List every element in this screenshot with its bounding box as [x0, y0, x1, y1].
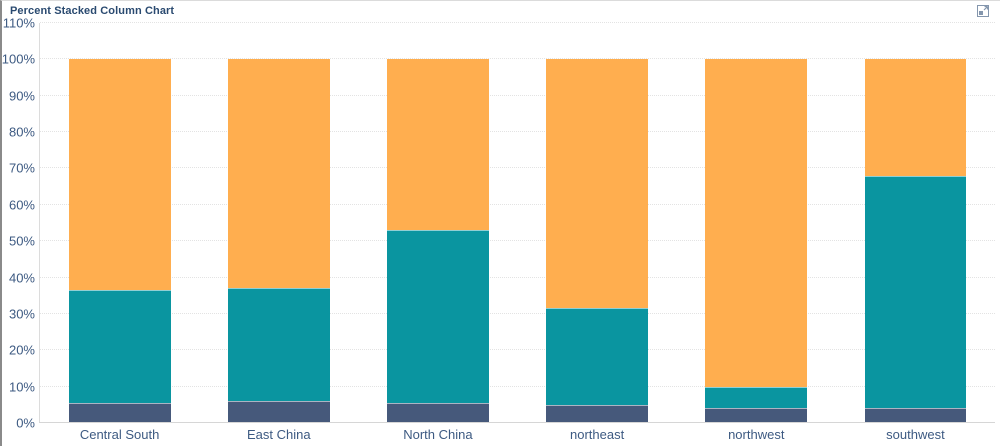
- y-axis-line: [39, 23, 40, 423]
- middle-teal-segment[interactable]: [864, 175, 967, 409]
- top-orange-segment[interactable]: [705, 59, 808, 387]
- bottom-navy-segment[interactable]: [68, 402, 171, 423]
- middle-teal-segment[interactable]: [705, 386, 808, 409]
- gridline: [40, 276, 995, 278]
- gridline: [40, 94, 995, 96]
- x-category-label: northwest: [728, 427, 785, 442]
- gridline: [40, 240, 995, 242]
- y-tick-label: 40%: [8, 270, 35, 286]
- gridline: [40, 203, 995, 205]
- bar-slot: northeast: [518, 23, 677, 442]
- bar-slot: North China: [358, 23, 517, 442]
- top-orange-segment[interactable]: [546, 59, 649, 309]
- y-tick-label: 30%: [8, 306, 35, 322]
- stacked-bar: [68, 59, 171, 423]
- gridline: [40, 22, 995, 23]
- top-orange-segment[interactable]: [68, 59, 171, 291]
- stacked-bar: [386, 59, 489, 423]
- top-orange-segment[interactable]: [227, 59, 330, 289]
- y-tick-label: 90%: [8, 88, 35, 104]
- middle-teal-segment[interactable]: [386, 230, 489, 403]
- x-category-label: East China: [246, 427, 311, 442]
- y-tick-label: 0%: [16, 415, 35, 431]
- x-category-label: North China: [403, 427, 473, 442]
- gridline: [40, 58, 995, 60]
- bar-slot: Central South: [40, 23, 199, 442]
- y-tick-label: 10%: [8, 379, 35, 395]
- stacked-bar: [705, 59, 808, 423]
- middle-teal-segment[interactable]: [68, 290, 171, 403]
- chart-title: Percent Stacked Column Chart: [10, 5, 175, 17]
- x-category-label: southwest: [886, 427, 945, 442]
- x-category-label: northeast: [570, 427, 625, 442]
- bottom-navy-segment[interactable]: [546, 404, 649, 423]
- bottom-navy-segment[interactable]: [864, 408, 967, 423]
- bottom-navy-segment[interactable]: [227, 401, 330, 423]
- y-tick-label: 80%: [8, 124, 35, 140]
- x-axis-line: [39, 422, 995, 423]
- gridline: [40, 385, 995, 387]
- y-tick-label: 70%: [8, 160, 35, 176]
- stacked-bar: [227, 59, 330, 423]
- y-tick-label: 20%: [8, 342, 35, 358]
- gridline: [40, 349, 995, 351]
- middle-teal-segment[interactable]: [546, 308, 649, 405]
- top-orange-segment[interactable]: [864, 59, 967, 176]
- y-tick-label: 60%: [8, 197, 35, 213]
- plot-area: 0% 10% 20% 30% 40% 50% 60% 70% 80% 90% 100% 110% Ce…: [2, 16, 995, 442]
- bars-layer: Central South East China North China northe…: [40, 23, 995, 442]
- top-orange-segment[interactable]: [386, 59, 489, 231]
- gridline: [40, 167, 995, 169]
- bar-slot: East China: [199, 23, 358, 442]
- expand-button[interactable]: [976, 4, 990, 18]
- bottom-navy-segment[interactable]: [705, 408, 808, 423]
- y-tick-label: 100%: [1, 51, 35, 67]
- bar-slot: northwest: [677, 23, 836, 442]
- expand-icon: [977, 5, 989, 17]
- gridline: [40, 312, 995, 314]
- y-tick-label: 50%: [8, 233, 35, 249]
- gridline: [40, 131, 995, 133]
- stacked-bar: [546, 59, 649, 423]
- y-tick-label: 110%: [2, 15, 35, 31]
- middle-teal-segment[interactable]: [227, 288, 330, 402]
- bar-slot: southwest: [836, 23, 995, 442]
- bottom-navy-segment[interactable]: [386, 402, 489, 423]
- x-category-label: Central South: [79, 427, 160, 442]
- stacked-bar: [864, 59, 967, 423]
